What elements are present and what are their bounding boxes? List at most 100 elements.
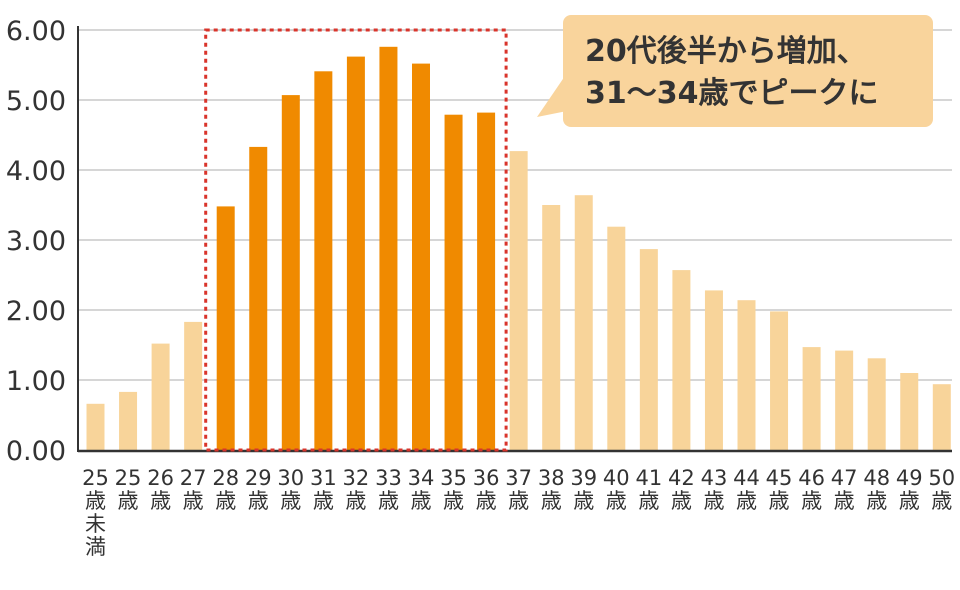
callout-box — [563, 15, 933, 127]
bar — [704, 290, 723, 450]
x-tick-label-line: 歳 — [769, 489, 790, 513]
x-tick-label: 30 歳 — [277, 466, 304, 513]
x-tick-label-line: 歳 — [931, 489, 952, 513]
x-tick-label-line: 歳 — [443, 489, 464, 513]
bar — [151, 343, 170, 450]
x-tick-label: 38 歳 — [538, 466, 565, 513]
x-tick-label-line: 44 — [733, 466, 760, 490]
bar — [346, 56, 365, 450]
x-tick-label-line: 歳 — [606, 489, 627, 513]
bar — [412, 63, 430, 450]
bar — [835, 350, 854, 450]
bar — [867, 358, 886, 450]
x-tick-label-line: 歳 — [150, 489, 171, 513]
x-tick-label-line: 歳 — [508, 489, 529, 513]
x-tick-label-line: 歳 — [541, 489, 562, 513]
x-tick-label: 25 歳 — [115, 466, 142, 513]
bar — [281, 95, 300, 450]
x-tick-label-line: 歳 — [638, 489, 659, 513]
x-tick-label: 46 歳 — [798, 466, 825, 513]
y-tick-label: 5.00 — [6, 86, 66, 117]
x-tick-label-line: 41 — [635, 466, 662, 490]
bar — [314, 71, 333, 451]
x-tick-label-line: 歳 — [248, 489, 269, 513]
x-tick-label-line: 27 — [180, 466, 207, 490]
y-tick-label: 1.00 — [6, 366, 66, 397]
bar — [607, 226, 626, 450]
x-tick-label: 43 歳 — [701, 466, 728, 513]
x-tick-label: 44 歳 — [733, 466, 760, 513]
x-tick-label-line: 49 — [896, 466, 923, 490]
x-tick-label-line: 歳 — [476, 489, 497, 513]
x-tick-label-line: 47 — [831, 466, 858, 490]
x-tick-label-line: 37 — [505, 466, 532, 490]
bar — [444, 114, 463, 450]
x-tick-label: 40 歳 — [603, 466, 630, 513]
x-tick-label-line: 歳 — [313, 489, 334, 513]
bar — [477, 112, 496, 450]
x-tick-label: 35 歳 — [440, 466, 467, 513]
bar — [379, 46, 398, 451]
x-tick-label-line: 歳 — [703, 489, 724, 513]
y-tick-label: 6.00 — [6, 16, 66, 47]
x-tick-label-line: 歳 — [378, 489, 399, 513]
x-tick-label-line: 40 — [603, 466, 630, 490]
x-tick-label: 45 歳 — [766, 466, 793, 513]
x-tick-label: 48 歳 — [863, 466, 890, 513]
bar — [184, 321, 203, 450]
x-tick-label-line: 29 — [245, 466, 272, 490]
x-tick-label-line: 43 — [701, 466, 728, 490]
x-tick-label: 41 歳 — [635, 466, 662, 513]
x-tick-label-line: 歳 — [280, 489, 301, 513]
x-tick-label-line: 36 — [473, 466, 500, 490]
x-tick-label-line: 28 — [212, 466, 239, 490]
callout-pointer — [537, 73, 567, 117]
x-tick-label-line: 歳 — [183, 489, 204, 513]
x-tick-label-line: 歳 — [411, 489, 432, 513]
x-tick-label: 28 歳 — [212, 466, 239, 513]
y-tick-label: 2.00 — [6, 296, 66, 327]
x-tick-label-line: 歳 — [866, 489, 887, 513]
x-tick-label-line: 30 — [277, 466, 304, 490]
bar — [216, 206, 235, 450]
x-tick-label: 47 歳 — [831, 466, 858, 513]
x-tick-label-line: 歳 — [573, 489, 594, 513]
x-tick-label: 39 歳 — [570, 466, 597, 513]
x-tick-label-line: 25 — [82, 466, 109, 490]
x-tick-label-line: 25 — [115, 466, 142, 490]
x-tick-label-line: 34 — [408, 466, 435, 490]
bar — [86, 403, 105, 450]
bar — [802, 347, 821, 450]
bar — [900, 373, 919, 450]
x-tick-label: 36 歳 — [473, 466, 500, 513]
x-tick-label-line: 満 — [85, 535, 106, 559]
bar — [932, 384, 951, 450]
x-tick-label-line: 31 — [310, 466, 337, 490]
bar — [737, 300, 756, 450]
y-tick-label: 0.00 — [6, 436, 66, 467]
x-tick-label: 50 歳 — [928, 466, 955, 513]
bar — [509, 151, 528, 450]
bar — [574, 195, 593, 450]
x-tick-label-line: 歳 — [899, 489, 920, 513]
x-tick-label: 27 歳 — [180, 466, 207, 513]
x-tick-label-line: 33 — [375, 466, 402, 490]
x-tick-label-line: 26 — [147, 466, 174, 490]
x-tick-label-line: 48 — [863, 466, 890, 490]
bar — [639, 249, 658, 450]
x-tick-label: 25 歳未満 — [82, 466, 109, 559]
x-tick-label: 33 歳 — [375, 466, 402, 513]
x-tick-label: 37 歳 — [505, 466, 532, 513]
x-tick-label-line: 45 — [766, 466, 793, 490]
x-tick-label: 31 歳 — [310, 466, 337, 513]
x-tick-label-line: 歳 — [736, 489, 757, 513]
x-tick-label-line: 未 — [85, 512, 106, 536]
x-tick-label-line: 50 — [928, 466, 955, 490]
x-tick-label-line: 32 — [343, 466, 370, 490]
x-tick-label-line: 35 — [440, 466, 467, 490]
x-tick-label-line: 歳 — [85, 489, 106, 513]
x-tick-label: 32 歳 — [343, 466, 370, 513]
callout-text-line: 31〜34歳でピークに — [585, 76, 879, 111]
